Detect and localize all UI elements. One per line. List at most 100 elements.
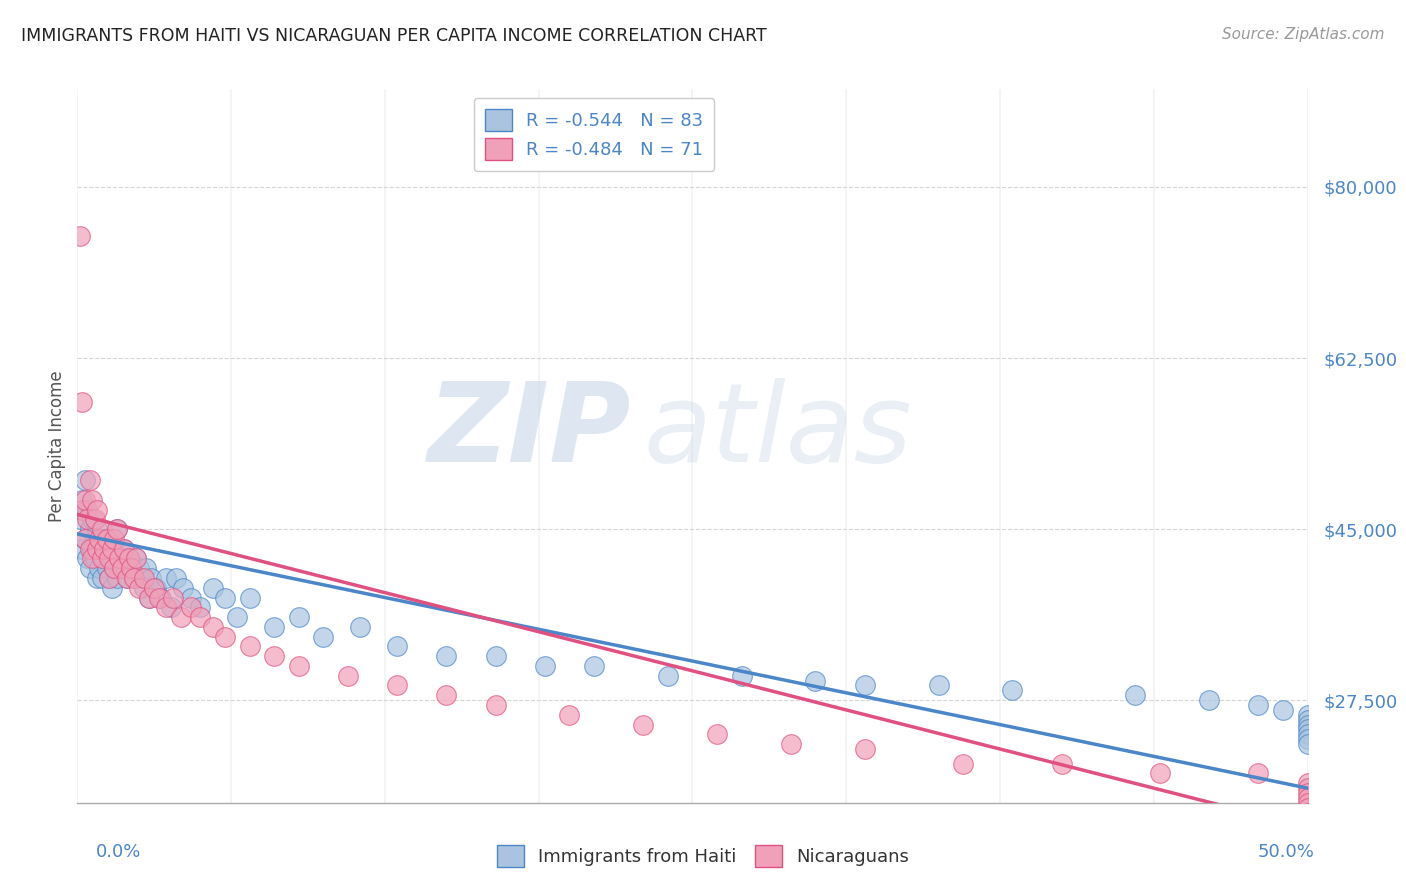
- Point: [1050, 756, 1073, 771]
- Point: [1247, 766, 1270, 780]
- Point: [239, 591, 262, 605]
- Point: [93, 551, 115, 566]
- Point: [83, 551, 105, 566]
- Point: [73, 532, 96, 546]
- Point: [70, 502, 93, 516]
- Text: IMMIGRANTS FROM HAITI VS NICARAGUAN PER CAPITA INCOME CORRELATION CHART: IMMIGRANTS FROM HAITI VS NICARAGUAN PER …: [21, 27, 766, 45]
- Legend: Immigrants from Haiti, Nicaraguans: Immigrants from Haiti, Nicaraguans: [489, 838, 917, 874]
- Point: [103, 541, 125, 556]
- Point: [170, 610, 193, 624]
- Point: [138, 591, 160, 605]
- Point: [98, 571, 121, 585]
- Point: [115, 571, 138, 585]
- Point: [1296, 791, 1319, 805]
- Text: ZIP: ZIP: [427, 378, 631, 485]
- Point: [135, 561, 157, 575]
- Point: [263, 649, 285, 664]
- Point: [436, 688, 458, 702]
- Point: [69, 228, 91, 243]
- Point: [111, 561, 132, 575]
- Legend: R = -0.544   N = 83, R = -0.484   N = 71: R = -0.544 N = 83, R = -0.484 N = 71: [474, 98, 714, 171]
- Point: [105, 522, 128, 536]
- Point: [141, 571, 163, 585]
- Point: [82, 551, 104, 566]
- Point: [142, 581, 165, 595]
- Point: [239, 640, 262, 654]
- Point: [1001, 683, 1024, 698]
- Point: [70, 492, 93, 507]
- Point: [138, 591, 160, 605]
- Point: [1272, 703, 1295, 717]
- Point: [657, 669, 679, 683]
- Text: 50.0%: 50.0%: [1258, 843, 1315, 861]
- Point: [288, 610, 311, 624]
- Point: [73, 492, 96, 507]
- Point: [76, 512, 98, 526]
- Point: [96, 532, 118, 546]
- Point: [98, 541, 121, 556]
- Point: [214, 630, 236, 644]
- Point: [1296, 825, 1319, 839]
- Point: [132, 581, 155, 595]
- Point: [103, 561, 125, 575]
- Point: [436, 649, 458, 664]
- Point: [89, 532, 111, 546]
- Point: [82, 512, 104, 526]
- Point: [485, 649, 508, 664]
- Point: [129, 571, 153, 585]
- Point: [128, 581, 150, 595]
- Point: [385, 678, 409, 692]
- Point: [226, 610, 249, 624]
- Point: [1296, 707, 1319, 722]
- Point: [122, 571, 145, 585]
- Point: [79, 541, 101, 556]
- Point: [804, 673, 827, 688]
- Point: [145, 581, 167, 595]
- Point: [132, 571, 155, 585]
- Point: [1296, 786, 1319, 800]
- Point: [98, 571, 121, 585]
- Point: [118, 551, 141, 566]
- Point: [125, 551, 148, 566]
- Point: [93, 541, 115, 556]
- Point: [1296, 732, 1319, 747]
- Point: [952, 756, 974, 771]
- Text: 0.0%: 0.0%: [96, 843, 141, 861]
- Point: [385, 640, 409, 654]
- Point: [105, 522, 128, 536]
- Point: [76, 502, 98, 516]
- Point: [1296, 723, 1319, 737]
- Point: [853, 678, 876, 692]
- Text: atlas: atlas: [644, 378, 912, 485]
- Point: [98, 551, 121, 566]
- Point: [1296, 810, 1319, 824]
- Point: [928, 678, 950, 692]
- Point: [79, 561, 101, 575]
- Point: [1149, 766, 1171, 780]
- Point: [96, 561, 118, 575]
- Point: [86, 502, 108, 516]
- Point: [188, 610, 212, 624]
- Point: [1125, 688, 1147, 702]
- Point: [70, 541, 93, 556]
- Point: [201, 620, 224, 634]
- Point: [111, 561, 132, 575]
- Point: [83, 512, 105, 526]
- Point: [485, 698, 508, 712]
- Y-axis label: Per Capita Income: Per Capita Income: [48, 370, 66, 522]
- Point: [86, 541, 108, 556]
- Point: [112, 541, 135, 556]
- Point: [706, 727, 728, 741]
- Point: [103, 532, 125, 546]
- Point: [1296, 727, 1319, 741]
- Point: [1296, 805, 1319, 820]
- Point: [93, 541, 115, 556]
- Point: [105, 571, 128, 585]
- Point: [263, 620, 285, 634]
- Point: [172, 581, 194, 595]
- Point: [780, 737, 803, 751]
- Point: [89, 561, 111, 575]
- Point: [90, 551, 114, 566]
- Point: [180, 591, 202, 605]
- Point: [121, 561, 143, 575]
